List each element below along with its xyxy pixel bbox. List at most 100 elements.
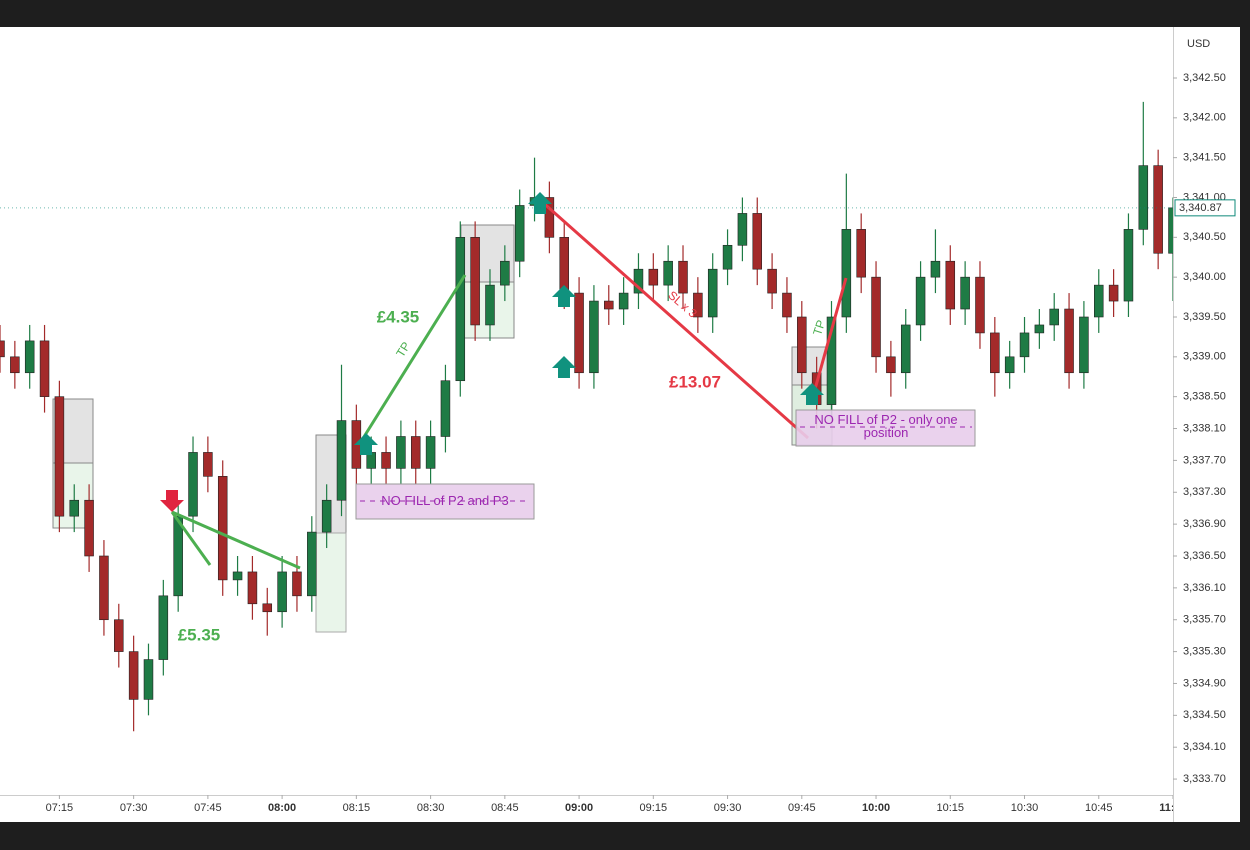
candle-body (188, 452, 198, 517)
candle-body (900, 324, 911, 374)
trade-line (170, 511, 212, 566)
candle-body (455, 237, 466, 382)
trade-line (360, 274, 467, 441)
buy-arrow (354, 433, 378, 455)
buy-arrow (552, 356, 576, 378)
x-tick-label: 10:00 (862, 802, 890, 814)
candle-body (1094, 284, 1104, 318)
y-tick-label: 3,336.50 (1183, 550, 1226, 562)
candle-body (826, 316, 837, 405)
candle-body (217, 476, 228, 581)
x-tick-label: 08:45 (491, 802, 519, 814)
trade-line (539, 198, 809, 440)
x-tick-label: 07:30 (120, 802, 148, 814)
candle-body (262, 603, 273, 613)
candle-body (173, 515, 183, 597)
candle-body (648, 268, 659, 286)
y-tick-label: 3,333.70 (1183, 773, 1226, 785)
candle-body (10, 356, 20, 374)
candle-body (485, 284, 495, 326)
candle-body (678, 260, 688, 294)
candle-body (871, 276, 881, 358)
note-text: NO FILL of P2 and P3 (381, 493, 509, 508)
candle-body (1138, 165, 1149, 230)
x-tick-label: 10:15 (937, 802, 965, 814)
candle-body (470, 237, 480, 326)
y-tick-label: 3,338.50 (1183, 391, 1226, 403)
candle-body (856, 229, 866, 278)
candle-body (128, 651, 139, 700)
candle-body (663, 260, 673, 286)
candle-body (544, 197, 555, 238)
drawings (160, 192, 976, 570)
candle-body (604, 300, 614, 310)
target-box (315, 532, 347, 633)
currency: USD (1187, 38, 1210, 50)
y-tick-label: 3,339.00 (1183, 351, 1226, 363)
candle-body (114, 619, 124, 652)
last-price-label: 3,340.87 (1179, 202, 1222, 214)
x-tick-label: 10:30 (1011, 802, 1039, 814)
candle-body (930, 260, 941, 278)
candle-body (232, 571, 243, 581)
x-tick-label: 10:45 (1085, 802, 1113, 814)
x-tick-label: 09:00 (565, 802, 593, 814)
y-tick-label: 3,334.50 (1183, 709, 1226, 721)
candle-body (960, 276, 970, 310)
candle-body (767, 268, 777, 294)
candle-body (277, 571, 287, 613)
y-tick-label: 3,342.00 (1183, 112, 1226, 124)
candle-body (1153, 165, 1163, 254)
candle-body (0, 340, 5, 358)
x-tick-label: 11:00 (1159, 802, 1187, 814)
candle-body (1108, 284, 1119, 302)
y-tick-label: 3,339.50 (1183, 311, 1226, 323)
x-tick-label: 09:45 (788, 802, 816, 814)
candle-body (292, 571, 302, 597)
candle-body (589, 300, 599, 374)
candle-body (975, 276, 985, 334)
background (0, 27, 1240, 822)
loss-label: £13.07 (669, 372, 721, 391)
candle-body (722, 244, 733, 270)
candle-body (1034, 324, 1045, 334)
candle-body (307, 531, 317, 597)
tp-label: TP (810, 318, 828, 337)
candle-body (425, 436, 436, 469)
y-tick-label: 3,336.90 (1183, 518, 1226, 530)
profit-label: £4.35 (377, 307, 420, 326)
candle-body (69, 499, 79, 517)
note: NO FILL of P2 - only one position (814, 413, 958, 440)
candle-body (782, 292, 792, 318)
y-tick-label: 3,337.70 (1183, 454, 1226, 466)
candle-body (752, 213, 763, 270)
candle-body (1079, 316, 1089, 374)
candle-body (336, 420, 347, 501)
candle-body (84, 499, 94, 557)
note-text: NO FILL of P2 - only one position (814, 413, 958, 440)
candle-body (841, 229, 852, 318)
candle-body (396, 436, 406, 469)
profit-label: £5.35 (178, 625, 221, 644)
candle-body (574, 292, 584, 374)
candle-body (410, 436, 421, 469)
candle-body (158, 595, 169, 660)
candle-body (203, 452, 213, 477)
candles (0, 101, 1173, 732)
candle-body (1064, 308, 1074, 374)
candle-body (1049, 308, 1059, 326)
x-tick-label: 07:15 (46, 802, 74, 814)
candle-body (737, 213, 748, 246)
sell-arrow (160, 490, 184, 512)
candle-body (1004, 356, 1015, 374)
buy-arrow (528, 192, 552, 214)
candle-body (559, 237, 569, 294)
candle-body (39, 340, 50, 397)
candle-body (514, 205, 525, 262)
tp-label: TP (393, 339, 413, 359)
candle-body (247, 571, 258, 605)
candle-body (321, 499, 332, 533)
note-box (795, 409, 976, 447)
x-tick-label: 08:30 (417, 802, 445, 814)
candle-body (707, 268, 718, 318)
